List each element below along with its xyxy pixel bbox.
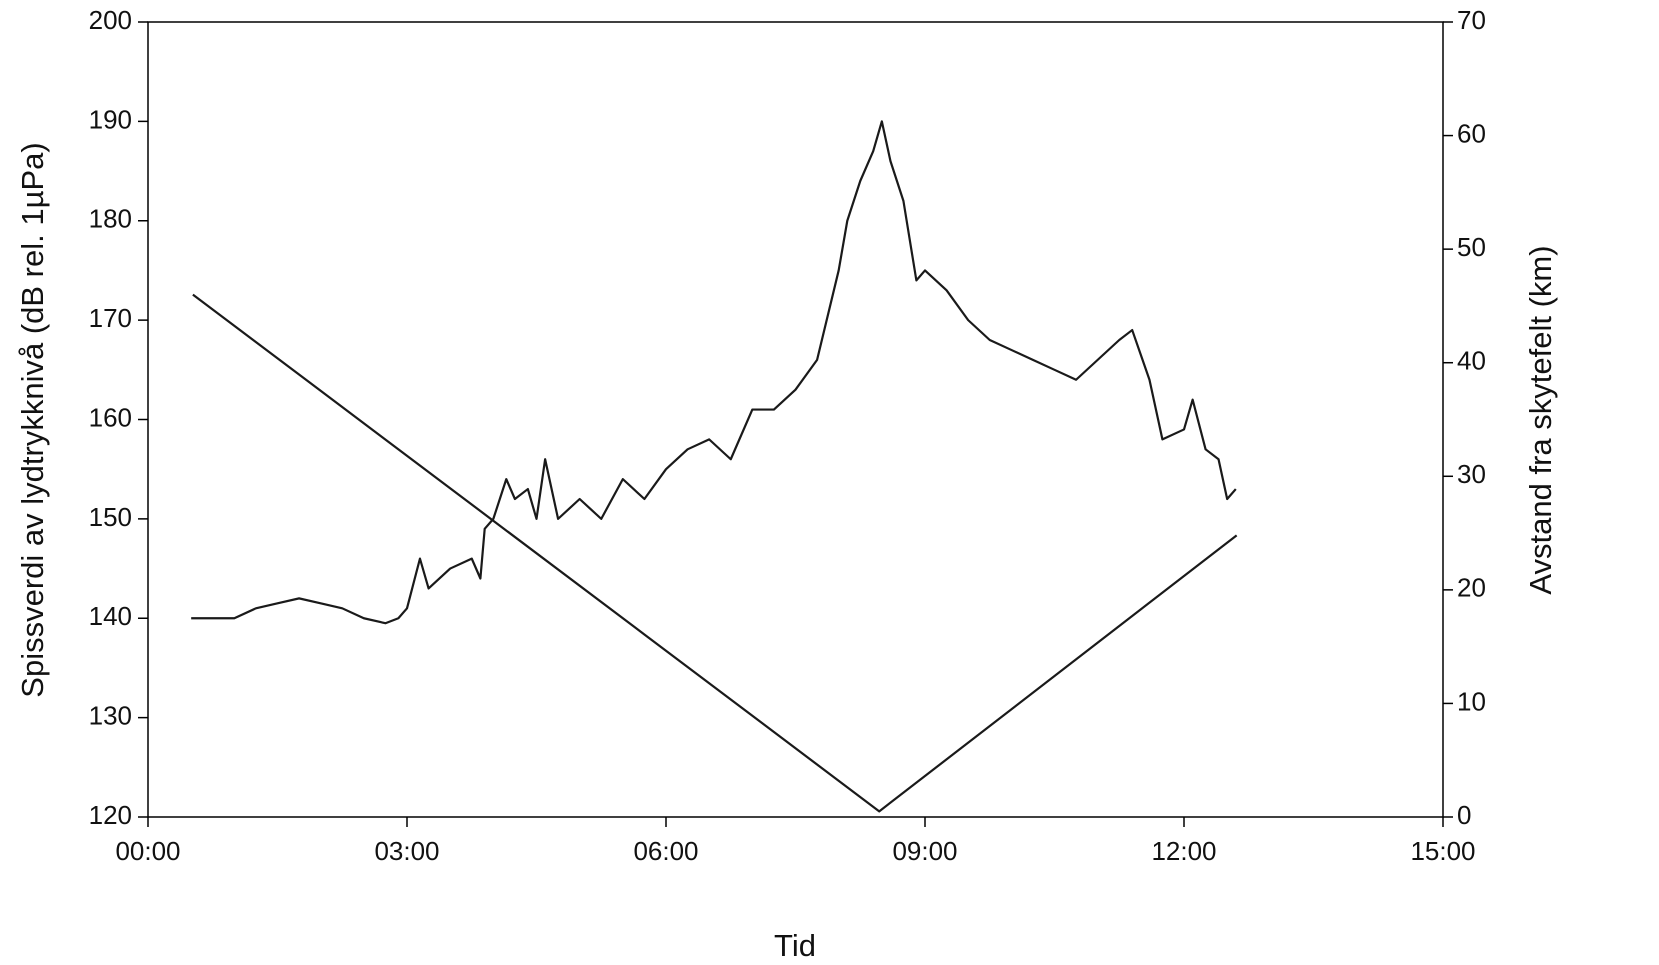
y2-tick-label: 30 [1457, 459, 1486, 489]
y2-tick-label: 10 [1457, 686, 1486, 716]
y-tick-label: 140 [89, 601, 132, 631]
y2-tick-label: 20 [1457, 573, 1486, 603]
x-tick-label: 15:00 [1410, 836, 1475, 866]
y2-tick-label: 0 [1457, 800, 1471, 830]
y-tick-label: 160 [89, 402, 132, 432]
x-tick-label: 12:00 [1151, 836, 1216, 866]
x-tick-label: 09:00 [892, 836, 957, 866]
y-tick-label: 170 [89, 303, 132, 333]
y2-axis-label: Avstand fra skytefelt (km) [1523, 245, 1558, 594]
y2-tick-label: 70 [1457, 5, 1486, 35]
data-line [191, 120, 1237, 625]
x-tick-label: 06:00 [633, 836, 698, 866]
y-tick-label: 180 [89, 204, 132, 234]
x-tick-label: 00:00 [115, 836, 180, 866]
y2-tick-label: 40 [1457, 346, 1486, 376]
y-tick-label: 120 [89, 800, 132, 830]
y-tick-label: 130 [89, 701, 132, 731]
y2-tick-label: 50 [1457, 232, 1486, 262]
plot-frame [147, 21, 1444, 818]
x-axis-label: Tid [774, 928, 816, 963]
y-axis-label: Spissverdi av lydtrykknivå (dB rel. 1µPa… [15, 142, 50, 697]
data-line [192, 293, 1238, 813]
y-tick-label: 150 [89, 502, 132, 532]
y-tick-label: 200 [89, 5, 132, 35]
y2-tick-label: 60 [1457, 118, 1486, 148]
x-tick-label: 03:00 [374, 836, 439, 866]
y-tick-label: 190 [89, 104, 132, 134]
